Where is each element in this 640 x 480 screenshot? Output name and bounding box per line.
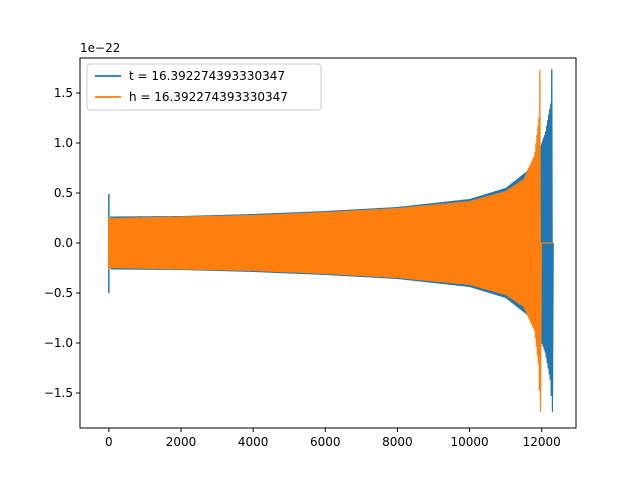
x-tick-label: 10000 bbox=[450, 435, 488, 449]
x-tick-label: 4000 bbox=[238, 435, 269, 449]
y-tick-label: 0.5 bbox=[54, 186, 73, 200]
x-axis: 0 2000 4000 6000 8000 10000 12000 bbox=[105, 428, 561, 449]
y-offset-text: 1e−22 bbox=[80, 41, 120, 55]
x-tick-label: 6000 bbox=[310, 435, 341, 449]
y-tick-label: −1.5 bbox=[44, 386, 73, 400]
y-tick-label: −1.0 bbox=[44, 336, 73, 350]
y-tick-label: 1.5 bbox=[54, 86, 73, 100]
legend-frame bbox=[86, 63, 322, 111]
legend: t = 16.392274393330347 h = 16.3922743933… bbox=[86, 63, 322, 111]
x-tick-label: 0 bbox=[105, 435, 113, 449]
legend-label-h: h = 16.392274393330347 bbox=[129, 90, 288, 104]
plot-area bbox=[108, 68, 554, 413]
x-tick-label: 2000 bbox=[166, 435, 197, 449]
y-tick-label: −0.5 bbox=[44, 286, 73, 300]
y-axis: −1.5 −1.0 −0.5 0.0 0.5 1.0 1.5 bbox=[44, 86, 80, 400]
x-tick-label: 12000 bbox=[523, 435, 561, 449]
y-tick-label: 1.0 bbox=[54, 136, 73, 150]
x-tick-label: 8000 bbox=[382, 435, 413, 449]
legend-label-t: t = 16.392274393330347 bbox=[129, 69, 285, 83]
series-line-h bbox=[108, 69, 554, 413]
y-tick-label: 0.0 bbox=[54, 236, 73, 250]
